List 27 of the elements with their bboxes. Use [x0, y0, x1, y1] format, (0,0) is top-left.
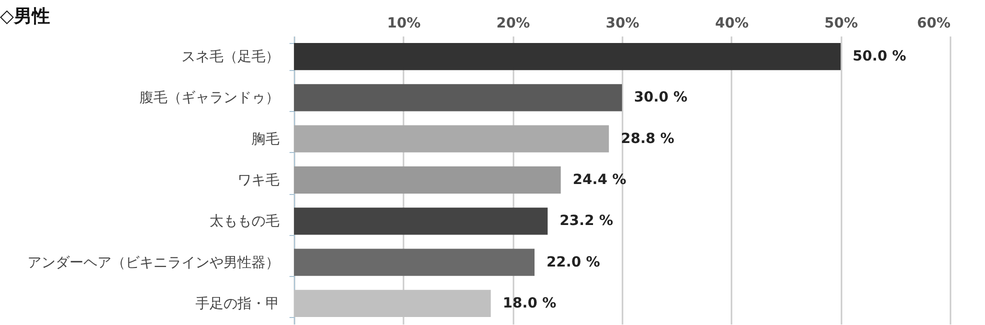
text: ◇男性 — [0, 6, 50, 27]
bar — [294, 42, 841, 70]
bar — [294, 84, 622, 112]
data-label: 22.0 % — [546, 254, 600, 270]
data-label: 50.0 % — [852, 48, 906, 65]
data-label: 30.0 % — [634, 90, 688, 106]
y-tick-label: ワキ毛 — [238, 172, 280, 188]
y-tick-label: 胸毛 — [252, 131, 280, 148]
x-tick-label: 50% — [824, 16, 858, 32]
x-tick-label: 10% — [387, 16, 421, 32]
x-tick-label: 60% — [916, 16, 950, 32]
data-label: 18.0 % — [502, 295, 556, 312]
x-tick-label: 30% — [606, 16, 640, 32]
y-tick-label: 手足の指・甲 — [196, 296, 280, 312]
y-tick-label: スネ毛（足毛） — [182, 49, 280, 66]
y-tick-label: 太ももの毛 — [210, 214, 280, 230]
bar — [294, 208, 548, 235]
data-label: 28.8 % — [620, 130, 674, 147]
x-tick-label: 40% — [715, 16, 749, 32]
x-tick-label: 20% — [496, 16, 530, 32]
y-tick-label: 腹毛（ギャランドゥ） — [140, 90, 280, 106]
bar — [294, 166, 561, 194]
y-tick-label: アンダーヘア（ビキニラインや男性器） — [28, 254, 280, 271]
data-label: 23.2 % — [560, 213, 614, 230]
bar — [294, 125, 609, 152]
bar — [294, 248, 535, 276]
data-label: 24.4 % — [572, 172, 626, 188]
